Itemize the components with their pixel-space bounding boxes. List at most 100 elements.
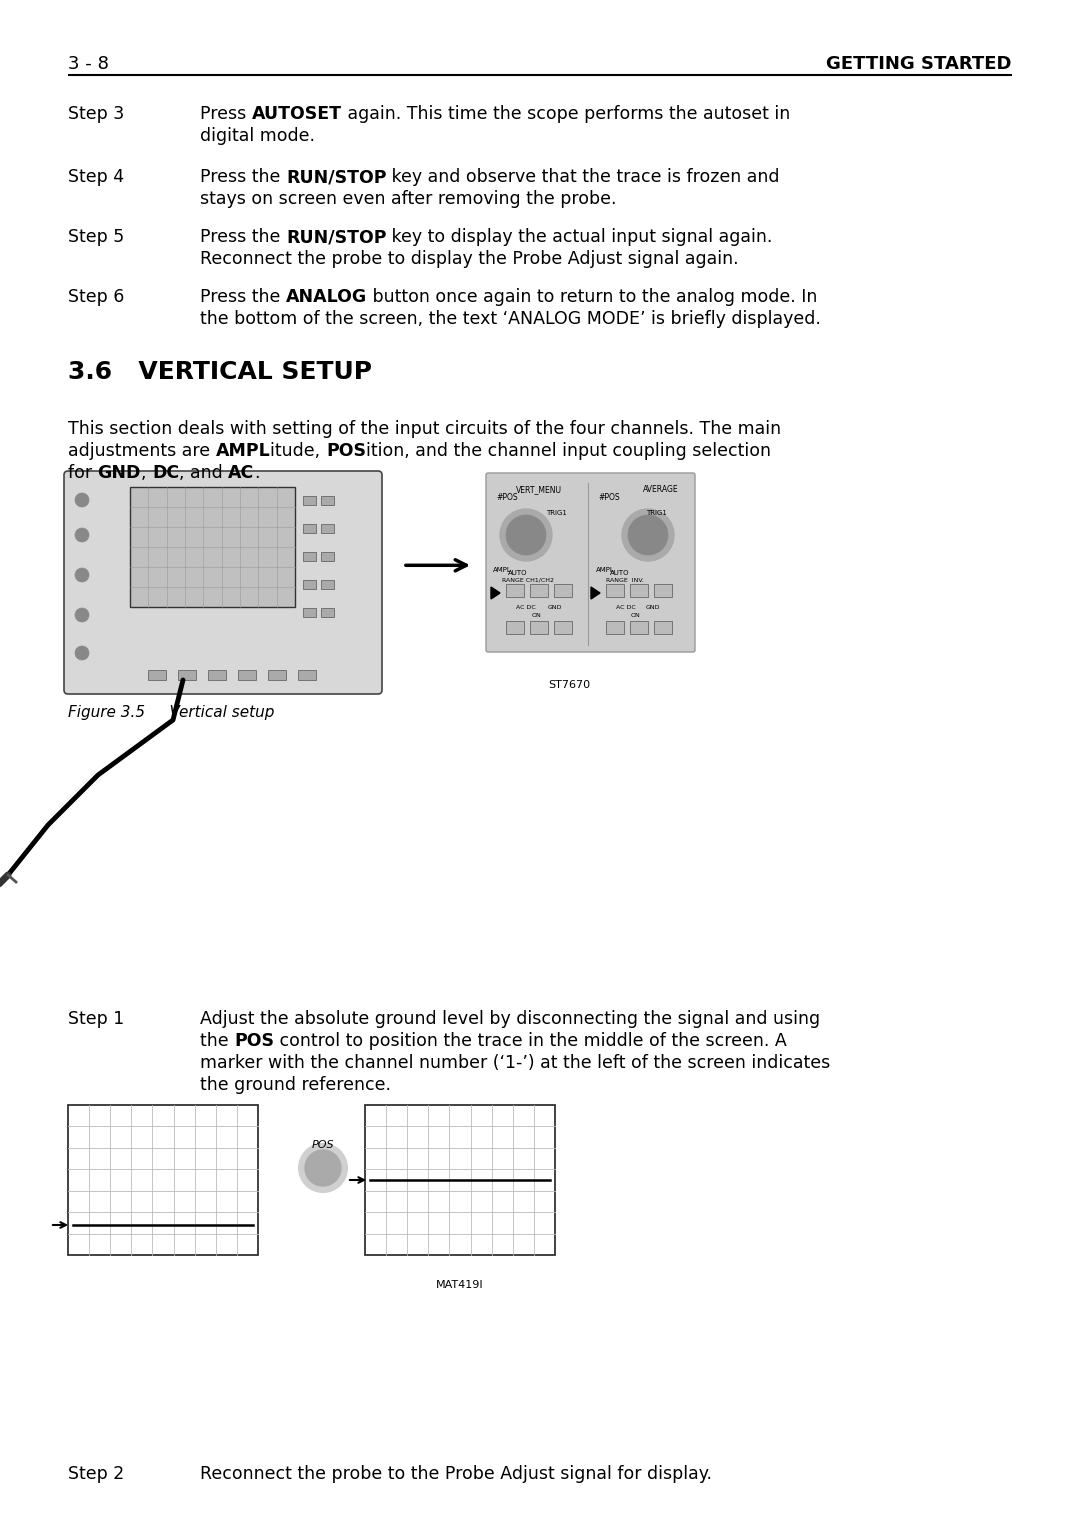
Bar <box>130 488 295 607</box>
Text: RUN/STOP: RUN/STOP <box>286 228 387 246</box>
Text: #POS: #POS <box>598 492 620 502</box>
Text: AUTO: AUTO <box>508 570 527 576</box>
Text: the ground reference.: the ground reference. <box>200 1076 391 1095</box>
Bar <box>303 579 316 589</box>
Text: #POS: #POS <box>496 492 517 502</box>
Bar <box>630 621 648 635</box>
Bar <box>654 584 672 596</box>
Text: AC: AC <box>228 463 255 482</box>
Text: AUTOSET: AUTOSET <box>252 106 341 122</box>
Bar <box>238 670 256 680</box>
Text: AUTO: AUTO <box>610 570 630 576</box>
Text: the: the <box>200 1032 234 1050</box>
Text: POS: POS <box>234 1032 274 1050</box>
Circle shape <box>75 528 89 541</box>
Text: Adjust the absolute ground level by disconnecting the signal and using: Adjust the absolute ground level by disc… <box>200 1011 820 1027</box>
Text: AVERAGE: AVERAGE <box>643 485 678 494</box>
Text: marker with the channel number (‘1-’) at the left of the screen indicates: marker with the channel number (‘1-’) at… <box>200 1053 831 1072</box>
Text: GND: GND <box>548 605 563 610</box>
Text: Step 6: Step 6 <box>68 287 124 306</box>
Text: 3.6   VERTICAL SETUP: 3.6 VERTICAL SETUP <box>68 359 372 384</box>
Text: RANGE CH1/CH2: RANGE CH1/CH2 <box>502 578 554 583</box>
Text: ,: , <box>141 463 152 482</box>
Text: RANGE  INV.: RANGE INV. <box>606 578 644 583</box>
Bar <box>630 584 648 596</box>
Text: Press: Press <box>200 106 252 122</box>
Bar <box>554 621 572 635</box>
Bar <box>321 524 334 534</box>
Text: the bottom of the screen, the text ‘ANALOG MODE’ is briefly displayed.: the bottom of the screen, the text ‘ANAL… <box>200 310 821 329</box>
Bar <box>365 1105 555 1255</box>
Text: ON: ON <box>532 613 542 618</box>
Text: button once again to return to the analog mode. In: button once again to return to the analo… <box>367 287 818 306</box>
Text: AMPL: AMPL <box>492 567 512 573</box>
Bar <box>530 621 548 635</box>
Bar <box>507 584 524 596</box>
Text: AMPL: AMPL <box>216 442 270 460</box>
Bar <box>507 621 524 635</box>
Bar <box>303 495 316 505</box>
Text: control to position the trace in the middle of the screen. A: control to position the trace in the mid… <box>274 1032 787 1050</box>
FancyBboxPatch shape <box>486 472 696 651</box>
Circle shape <box>622 509 674 561</box>
Text: Reconnect the probe to the Probe Adjust signal for display.: Reconnect the probe to the Probe Adjust … <box>200 1465 712 1483</box>
Circle shape <box>75 645 89 661</box>
Text: DC: DC <box>152 463 179 482</box>
Bar <box>554 584 572 596</box>
Bar <box>321 495 334 505</box>
Text: TRIG1: TRIG1 <box>646 511 666 515</box>
Bar <box>606 584 624 596</box>
Text: digital mode.: digital mode. <box>200 127 315 145</box>
Text: for: for <box>68 463 97 482</box>
Bar <box>321 552 334 561</box>
Text: Step 1: Step 1 <box>68 1011 124 1027</box>
Text: Press the: Press the <box>200 287 286 306</box>
Circle shape <box>75 609 89 622</box>
FancyBboxPatch shape <box>64 471 382 694</box>
Circle shape <box>305 1150 341 1187</box>
Text: stays on screen even after removing the probe.: stays on screen even after removing the … <box>200 190 617 208</box>
Text: Step 3: Step 3 <box>68 106 124 122</box>
Text: ST7670: ST7670 <box>548 680 590 690</box>
Text: MAT419I: MAT419I <box>436 1280 484 1290</box>
Text: , and: , and <box>179 463 228 482</box>
Polygon shape <box>491 587 500 599</box>
Text: key and observe that the trace is frozen and: key and observe that the trace is frozen… <box>387 168 780 187</box>
Text: RUN/STOP: RUN/STOP <box>286 168 387 187</box>
Text: This section deals with setting of the input circuits of the four channels. The : This section deals with setting of the i… <box>68 420 781 437</box>
Text: adjustments are: adjustments are <box>68 442 216 460</box>
Text: POS: POS <box>312 1141 335 1150</box>
Text: again. This time the scope performs the autoset in: again. This time the scope performs the … <box>341 106 789 122</box>
Text: VERT_MENU: VERT_MENU <box>516 485 562 494</box>
Text: ition, and the channel input coupling selection: ition, and the channel input coupling se… <box>366 442 771 460</box>
Bar <box>178 670 195 680</box>
Text: ANALOG: ANALOG <box>286 287 367 306</box>
Circle shape <box>75 492 89 508</box>
Text: GETTING STARTED: GETTING STARTED <box>826 55 1012 73</box>
Circle shape <box>627 515 669 555</box>
Text: itude,: itude, <box>270 442 326 460</box>
Bar <box>303 524 316 534</box>
Bar <box>321 579 334 589</box>
Bar <box>148 670 166 680</box>
Bar <box>268 670 286 680</box>
Text: Step 4: Step 4 <box>68 168 124 187</box>
Text: TRIG1: TRIG1 <box>546 511 567 515</box>
Bar <box>303 552 316 561</box>
Text: 3 - 8: 3 - 8 <box>68 55 109 73</box>
Text: Press the: Press the <box>200 168 286 187</box>
Bar <box>606 621 624 635</box>
Text: AMPL: AMPL <box>596 567 615 573</box>
Bar <box>530 584 548 596</box>
Circle shape <box>299 1144 347 1193</box>
Bar <box>303 609 316 618</box>
Bar <box>208 670 226 680</box>
Circle shape <box>507 515 546 555</box>
Circle shape <box>500 509 552 561</box>
Bar <box>298 670 316 680</box>
Text: key to display the actual input signal again.: key to display the actual input signal a… <box>387 228 773 246</box>
Text: POS: POS <box>326 442 366 460</box>
Text: AC DC: AC DC <box>516 605 536 610</box>
Text: Reconnect the probe to display the Probe Adjust signal again.: Reconnect the probe to display the Probe… <box>200 251 739 268</box>
Text: Press the: Press the <box>200 228 286 246</box>
